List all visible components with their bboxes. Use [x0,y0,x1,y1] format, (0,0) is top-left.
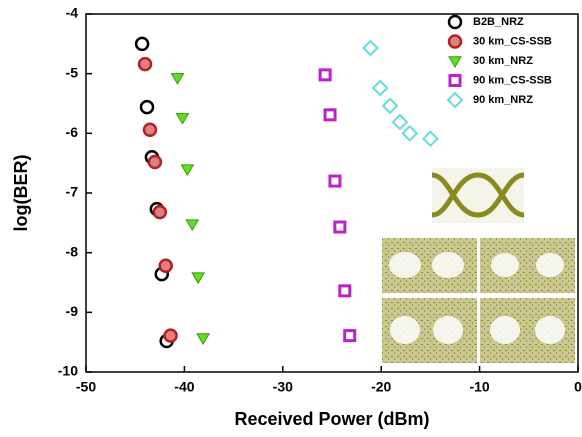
marker [139,58,151,70]
y-tick-label: -8 [66,243,79,259]
y-tick-label: -10 [58,363,78,379]
marker [136,38,148,50]
marker [176,114,188,124]
marker [154,206,166,218]
marker [363,41,377,55]
marker [325,110,335,120]
marker [186,220,198,230]
marker [172,74,184,84]
legend-text: 30 km_NRZ [473,55,533,67]
marker [181,165,193,175]
marker [393,115,407,129]
eye-diagrams [382,168,575,363]
x-tick-label: -50 [76,379,96,395]
marker [165,330,177,342]
legend-text: 90 km_NRZ [473,94,533,106]
marker [403,126,417,140]
legend-text: 90 km_CS-SSB [473,74,552,86]
marker [141,101,153,113]
marker [192,273,204,283]
x-tick-label: -10 [469,379,489,395]
y-tick-label: -9 [66,303,79,319]
x-tick-label: -30 [273,379,293,395]
legend-text: B2B_NRZ [473,16,524,28]
marker [330,176,340,186]
x-axis-label: Received Power (dBm) [234,409,429,429]
legend-marker [449,57,461,67]
legend-marker [449,16,461,28]
marker [197,334,209,344]
marker [335,222,345,232]
x-tick-label: -40 [174,379,194,395]
marker [373,81,387,95]
x-tick-label: 0 [574,379,582,395]
chart: Received Power (dBm) log(BER) -50-40-30-… [0,0,582,437]
marker [423,132,437,146]
marker [320,70,330,80]
marker [160,260,172,272]
y-tick-label: -5 [66,64,79,80]
marker [149,156,161,168]
y-axis-label: log(BER) [11,155,31,232]
legend-text: 30 km_CS-SSB [473,35,552,47]
marker [383,99,397,113]
legend-marker [449,36,461,48]
legend-marker [450,76,460,86]
legend-marker [448,93,462,107]
marker [345,331,355,341]
marker [340,286,350,296]
marker [144,124,156,136]
x-tick-label: -20 [371,379,391,395]
y-tick-label: -7 [66,184,79,200]
y-tick-label: -6 [66,124,79,140]
y-tick-label: -4 [66,5,79,21]
